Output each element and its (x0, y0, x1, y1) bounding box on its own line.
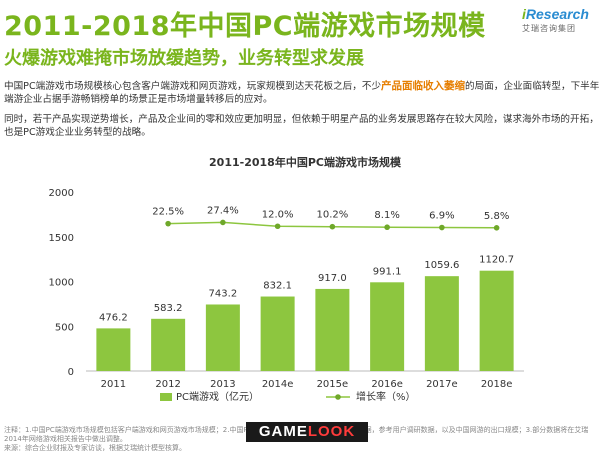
x-tick-label: 2012 (155, 379, 180, 390)
bar-data-label: 917.0 (318, 273, 347, 284)
growth-rate-point (165, 220, 171, 227)
legend-line-marker (335, 394, 341, 400)
x-tick-label: 2015e (317, 379, 349, 390)
x-tick-label: 2014e (262, 379, 294, 390)
growth-rate-label: 12.0% (262, 209, 294, 220)
legend-line-label: 增长率（%） (356, 390, 416, 403)
body-paragraph-1: 中国PC端游戏市场规模核心包含客户端游戏和网页游戏，玩家规模到达天花板之后，不少… (4, 80, 600, 105)
x-tick-label: 2013 (210, 379, 235, 390)
gamelook-watermark: GAMELOOK (246, 422, 368, 442)
page-subtitle: 火爆游戏难掩市场放缓趋势，业务转型求发展 (4, 48, 364, 69)
bar (315, 288, 350, 371)
growth-rate-label: 5.8% (484, 211, 509, 222)
highlight-text: 产品面临收入萎缩 (381, 80, 466, 92)
bar (151, 318, 186, 371)
logo-subtitle: 艾瑞咨询集团 (522, 24, 576, 33)
bar (96, 328, 131, 371)
y-tick-label: 2000 (49, 188, 74, 199)
body-paragraph-2: 同时，若干产品实现逆势增长，产品及企业间的零和效应更加明显，但依赖于明星产品的业… (4, 114, 599, 138)
growth-rate-point (439, 224, 445, 231)
logo-wordmark: iResearch (522, 6, 589, 22)
bar (424, 276, 459, 371)
growth-rate-point (220, 219, 226, 226)
bar-data-label: 743.2 (209, 288, 238, 299)
bar-data-label: 1120.7 (479, 255, 514, 266)
legend-bar-swatch (160, 393, 172, 401)
growth-rate-label: 6.9% (429, 211, 454, 222)
bar-data-label: 476.2 (99, 312, 128, 323)
growth-rate-label: 10.2% (316, 210, 348, 221)
x-tick-label: 2011 (101, 379, 126, 390)
x-tick-label: 2016e (371, 379, 403, 390)
iresearch-logo: iResearch 艾瑞咨询集团 (522, 6, 606, 36)
growth-rate-point (384, 224, 390, 231)
bar-data-label: 583.2 (154, 303, 183, 314)
y-tick-label: 1000 (49, 278, 74, 289)
y-tick-label: 500 (55, 322, 74, 333)
bar-data-label: 832.1 (263, 281, 292, 292)
growth-rate-label: 8.1% (374, 210, 399, 221)
growth-rate-point (329, 223, 336, 230)
growth-rate-label: 22.5% (152, 207, 184, 218)
page-title: 2011-2018年中国PC端游戏市场规模 (4, 11, 486, 42)
x-tick-label: 2017e (426, 379, 458, 390)
market-size-chart: 2011-2018年中国PC端游戏市场规模 0 500 1000 1500 2000 20… (49, 155, 524, 403)
bar (260, 296, 295, 371)
growth-rate-point (274, 223, 281, 230)
bar-data-label: 991.1 (373, 266, 402, 277)
chart-title: 2011-2018年中国PC端游戏市场规模 (209, 155, 402, 169)
y-tick-label: 0 (68, 367, 74, 378)
bar (370, 282, 405, 371)
growth-rate-label: 27.4% (207, 205, 239, 216)
bar (205, 304, 240, 371)
bar-data-label: 1059.6 (424, 260, 459, 271)
growth-rate-point (493, 225, 500, 231)
bar (479, 270, 514, 371)
x-tick-label: 2018e (481, 379, 513, 390)
y-tick-label: 1500 (49, 233, 74, 244)
legend-bar-label: PC端游戏（亿元） (176, 390, 259, 403)
